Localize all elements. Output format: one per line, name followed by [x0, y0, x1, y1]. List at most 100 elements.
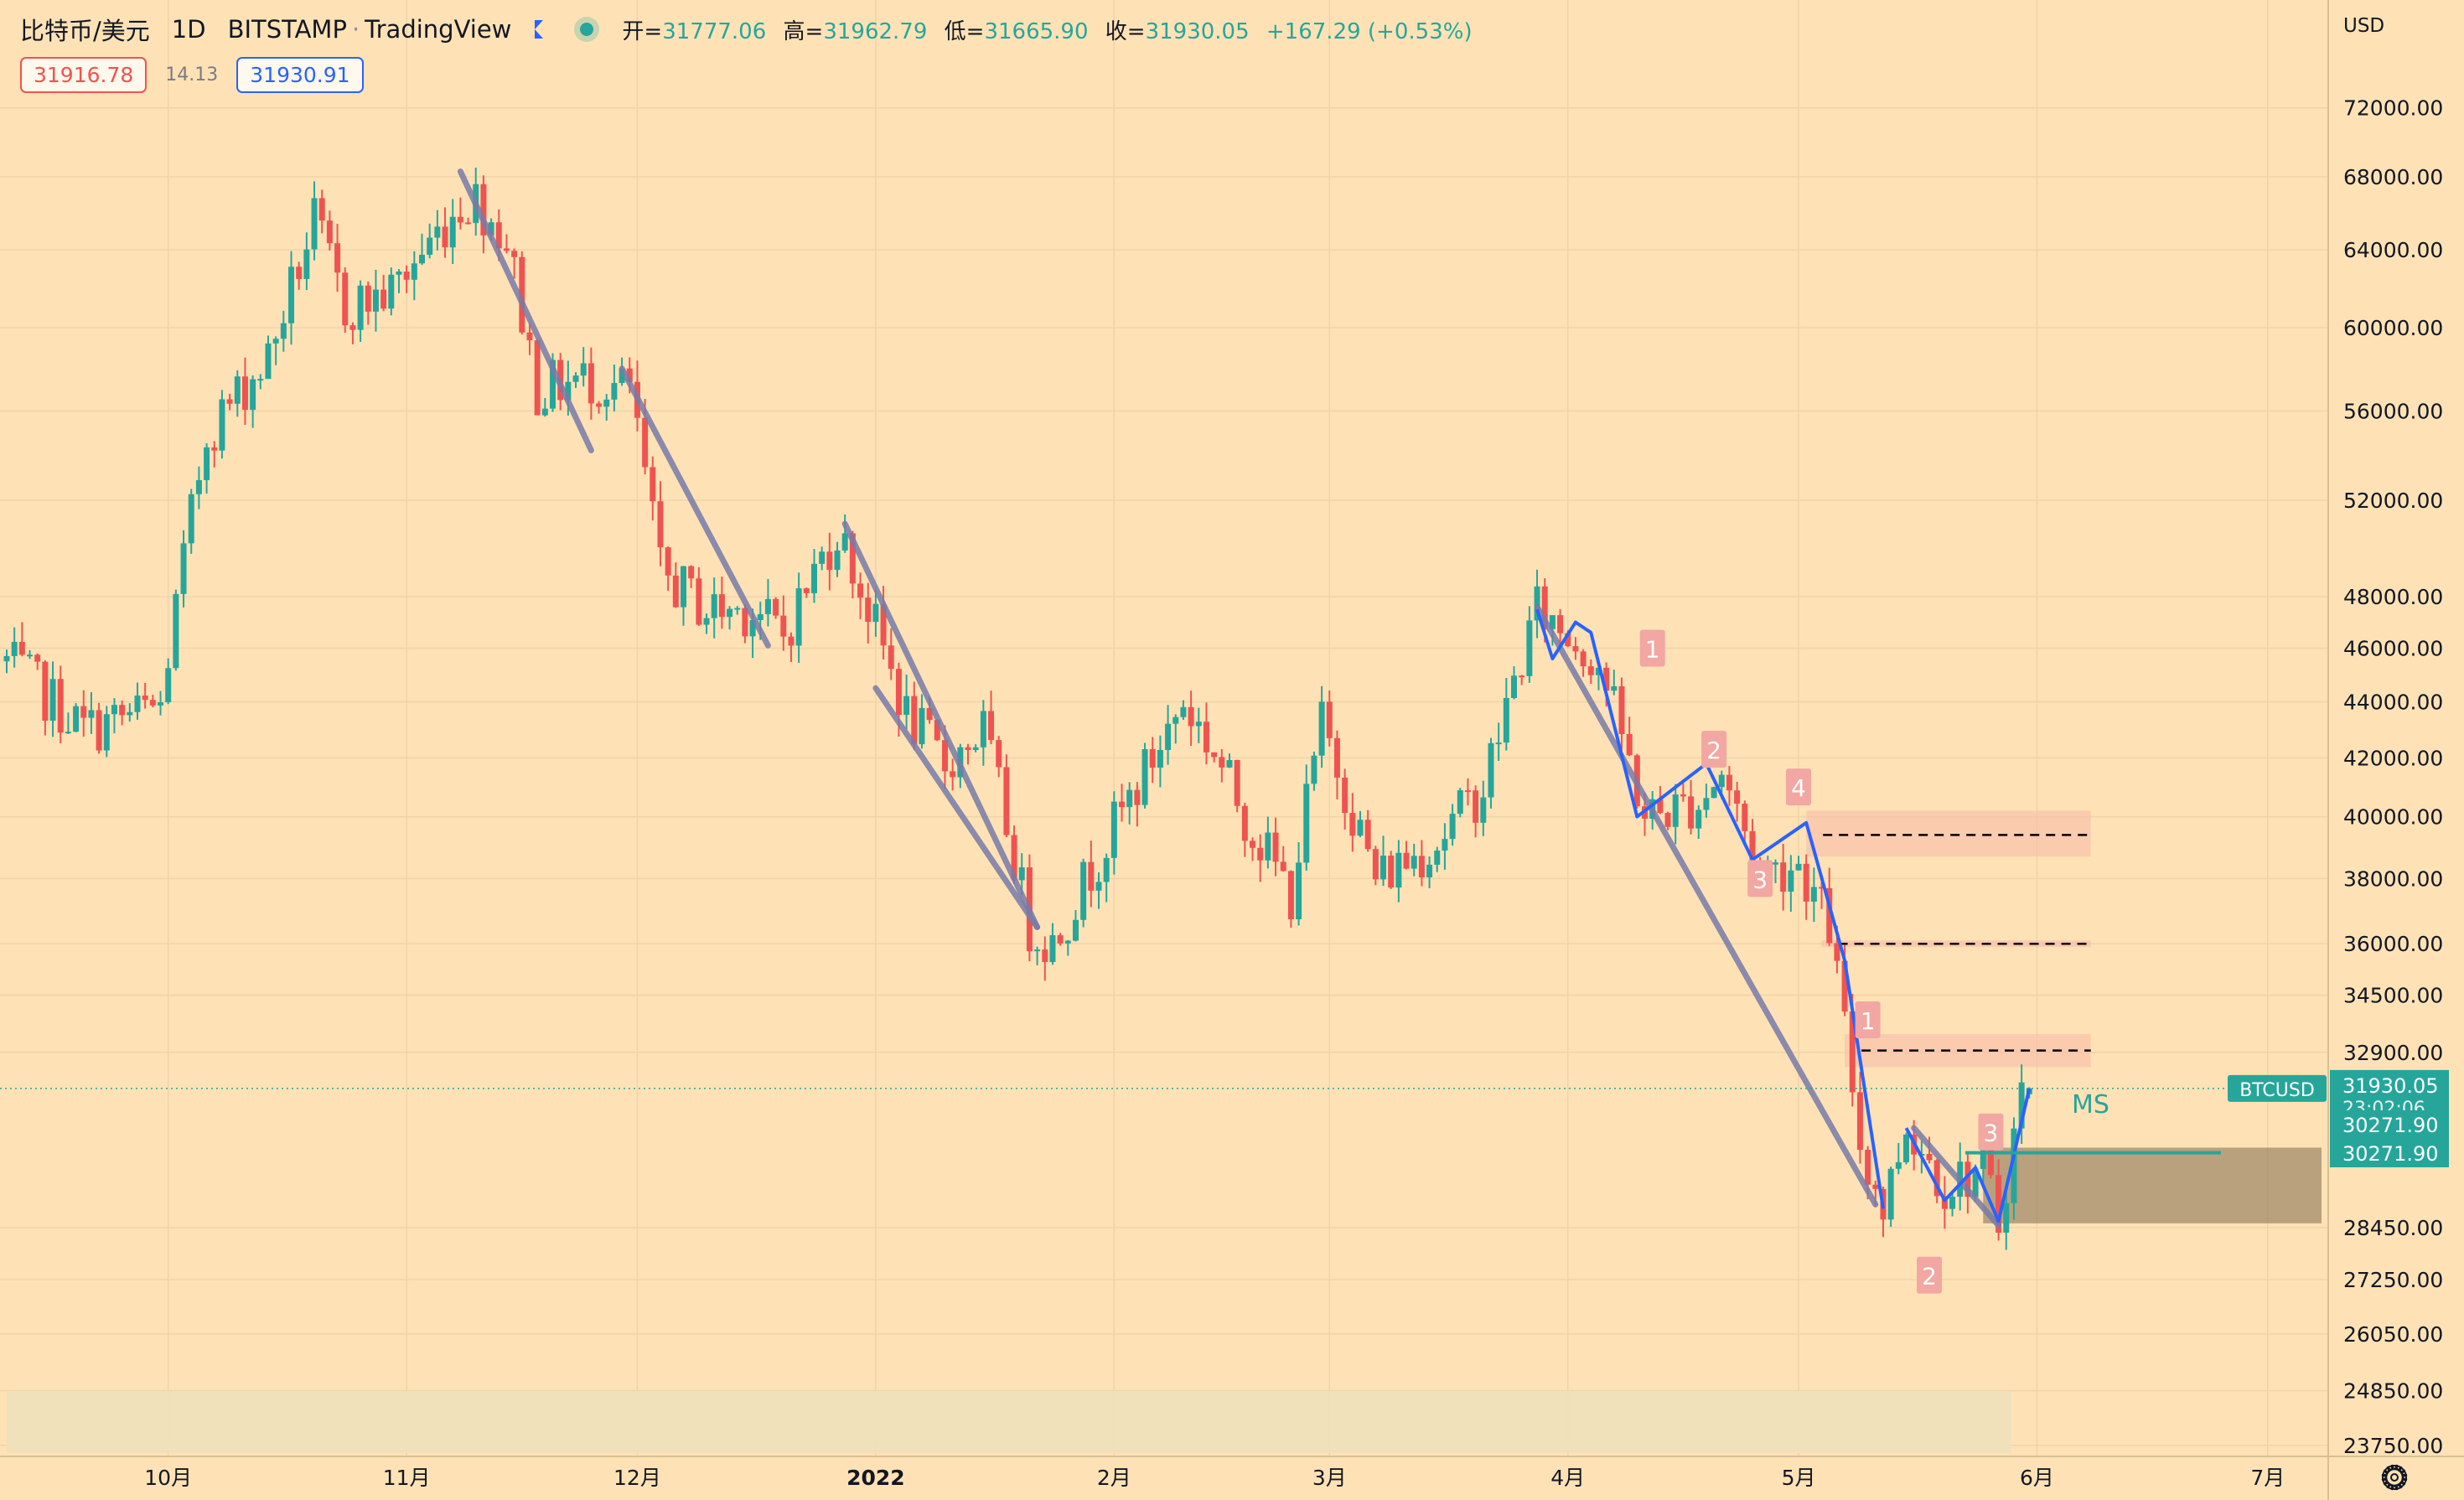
candle-body: [73, 706, 80, 732]
candle-body: [572, 375, 579, 382]
candle-body: [1457, 790, 1463, 815]
price-tick: 23750.00: [2343, 1434, 2443, 1458]
candle-body: [857, 583, 864, 598]
candle-body: [1595, 667, 1602, 675]
candle-body: [688, 566, 695, 579]
candle-body: [1557, 615, 1564, 634]
candle-body: [1333, 737, 1340, 778]
candle-body: [1395, 852, 1402, 888]
interval-label[interactable]: 1D: [171, 15, 206, 44]
time-tick: 7月: [2250, 1466, 2285, 1490]
wave-label: 4: [1791, 774, 1806, 802]
time-tick: 3月: [1312, 1466, 1347, 1490]
candle-body: [280, 323, 287, 339]
candle-body: [1541, 586, 1548, 629]
grid: [0, 0, 2328, 1456]
market-open-icon: [580, 23, 594, 36]
wave-label-box: [1978, 1113, 2004, 1151]
candle-body: [526, 332, 533, 341]
candle-body: [1188, 706, 1194, 727]
candle-body: [834, 550, 841, 571]
candle-body: [49, 679, 56, 722]
candle-body: [1311, 755, 1317, 784]
candle-body: [1742, 804, 1748, 831]
candle-body: [980, 711, 986, 747]
candle-body: [488, 222, 494, 235]
candle-body: [1157, 749, 1163, 768]
lower-band: [7, 1391, 2011, 1453]
candle-body: [757, 613, 764, 620]
candle-body: [195, 479, 202, 494]
candle-body: [449, 216, 456, 248]
candle-body: [257, 379, 264, 381]
candle-body: [1434, 850, 1441, 865]
gear-icon[interactable]: [2381, 1464, 2408, 1491]
symbol-tag: [2228, 1074, 2327, 1102]
price-tick: 42000.00: [2343, 746, 2443, 770]
candle-body: [1734, 790, 1741, 804]
candle-body: [1810, 887, 1817, 902]
candle-body: [372, 289, 379, 312]
candle-body: [1349, 813, 1356, 836]
candle-body: [1933, 1160, 1940, 1197]
sell-price-button[interactable]: 31916.78: [20, 57, 148, 93]
candle-body: [403, 272, 410, 280]
candle-body: [1095, 882, 1102, 891]
price-axis-panel: [2328, 0, 2464, 1500]
wave-label-box: [1855, 1001, 1881, 1038]
last-price-text: 31930.05: [2342, 1074, 2439, 1098]
candle-body: [665, 547, 671, 576]
trend-line: [1534, 603, 1879, 1208]
candle-body: [1726, 774, 1732, 791]
candle-body: [1626, 733, 1633, 756]
time-tick: 2022: [846, 1466, 905, 1490]
candle-body: [911, 696, 918, 745]
candle-body: [465, 222, 472, 225]
demand-zone: [1983, 1147, 2322, 1223]
candle-body: [2018, 1082, 2025, 1129]
candle-body: [1549, 615, 1556, 629]
flag-icon[interactable]: [535, 20, 544, 39]
wave-label: 2: [1922, 1263, 1937, 1291]
candle-body: [1849, 1011, 1856, 1093]
candle-body: [165, 668, 172, 703]
buy-price-button[interactable]: 31930.91: [236, 57, 364, 93]
candle-body: [1680, 794, 1686, 797]
candle-body: [696, 578, 702, 625]
candle-body: [1987, 1144, 1994, 1176]
candle-body: [18, 641, 25, 655]
candle-body: [1080, 861, 1087, 920]
candle-body: [288, 266, 295, 323]
candle-body: [727, 608, 733, 618]
candle-body: [519, 256, 525, 333]
symbol-name[interactable]: 比特币/美元: [20, 17, 150, 45]
candle-body: [1449, 814, 1456, 840]
candle-body: [180, 543, 187, 594]
candle-body: [1672, 794, 1679, 827]
candle-body: [34, 654, 41, 662]
candle-body: [680, 566, 686, 608]
time-tick: 5月: [1782, 1466, 1816, 1490]
candle-body: [1703, 798, 1710, 810]
candle-body: [303, 249, 310, 279]
candle-body: [480, 184, 487, 235]
candle-body: [1342, 777, 1348, 814]
candle-body: [1180, 706, 1187, 717]
time-tick: 2月: [1097, 1466, 1131, 1490]
candle-body: [1803, 863, 1809, 902]
time-tick: 10月: [144, 1466, 192, 1490]
candle-body: [1287, 871, 1294, 919]
candle-body: [204, 447, 210, 480]
candle-body: [1503, 698, 1509, 743]
exchange-label: BITSTAMP: [227, 15, 347, 44]
candle-body: [1856, 1092, 1863, 1151]
candle-body: [903, 696, 910, 716]
candle-body: [1826, 887, 1833, 944]
candle-body: [742, 608, 748, 637]
candle-body: [1296, 862, 1302, 919]
candle-body: [711, 594, 717, 618]
candle-body: [1018, 867, 1025, 881]
time-tick: 6月: [2020, 1466, 2054, 1490]
candle-body: [826, 551, 833, 571]
